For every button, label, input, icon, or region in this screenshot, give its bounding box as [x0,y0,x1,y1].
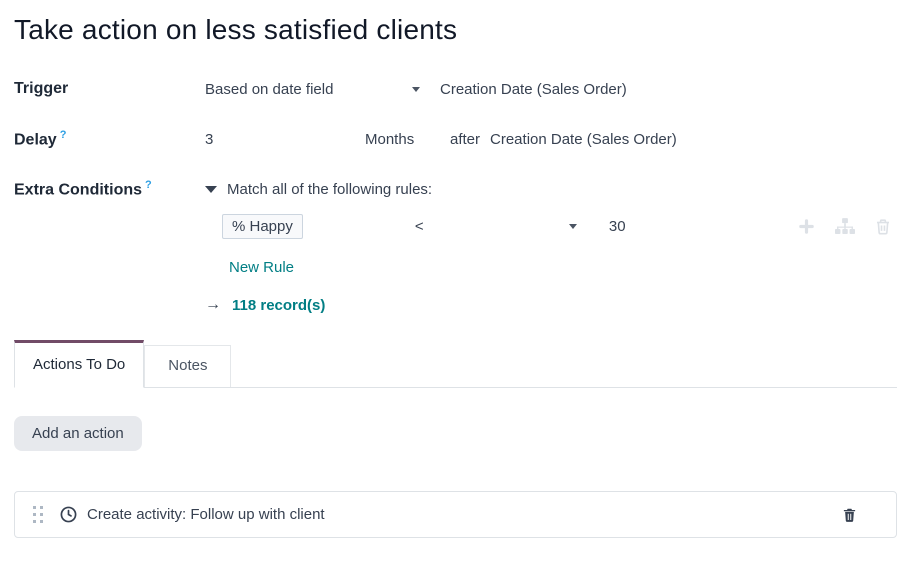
delay-row: Delay? 3 Months after Creation Date (Sal… [14,126,897,152]
tab-actions-to-do[interactable]: Actions To Do [14,340,145,388]
new-rule-link[interactable]: New Rule [229,259,295,276]
trigger-row: Trigger Based on date field Creation Dat… [14,76,897,102]
drag-handle-icon[interactable] [33,505,44,524]
action-item-label: Create activity: Follow up with client [87,506,325,523]
records-row: → 118 record(s) [205,296,897,314]
arrow-right-icon: → [205,296,221,313]
add-branch-sitemap-icon[interactable] [835,218,855,235]
delete-action-trash-icon[interactable] [842,507,857,523]
delay-date-field[interactable]: Creation Date (Sales Order) [490,130,677,148]
tab-notes[interactable]: Notes [144,345,232,387]
rule-value-input[interactable]: 30 [608,218,626,235]
rule-operator-value: < [414,218,424,235]
add-action-button[interactable]: Add an action [14,416,142,451]
record-count-link[interactable]: 118 record(s) [232,296,326,314]
chevron-down-icon [412,86,420,92]
extra-conditions-row: Extra Conditions? Match all of the follo… [14,176,897,202]
delay-help-icon[interactable]: ? [59,128,67,141]
notebook-tabs: Actions To Do Notes [14,340,897,388]
collapse-caret-icon[interactable] [205,185,217,193]
trigger-type-value: Based on date field [205,80,334,98]
rule-field-tag[interactable]: % Happy [222,214,303,239]
add-rule-icon[interactable] [798,218,815,235]
clock-activity-icon [60,506,77,523]
extra-conditions-label: Extra Conditions? [14,179,205,199]
rule-operator-select[interactable]: < [415,218,577,235]
extra-conditions-label-text: Extra Conditions [14,181,143,199]
chevron-down-icon [568,224,577,229]
condition-rule-row: % Happy < 30 [222,214,897,239]
delay-unit-select[interactable]: Months [365,130,415,148]
delay-label-text: Delay [14,131,57,149]
rule-actions [798,218,891,235]
trigger-label: Trigger [14,80,69,97]
delay-amount-input[interactable]: 3 [205,130,214,148]
delay-label: Delay? [14,129,205,149]
action-list-item[interactable]: Create activity: Follow up with client [14,491,897,538]
page-title: Take action on less satisfied clients [14,14,458,45]
delay-after-label: after [450,130,481,148]
match-rules-label: Match all of the following rules: [227,180,433,198]
trigger-date-field[interactable]: Creation Date (Sales Order) [440,80,627,98]
extra-conditions-help-icon[interactable]: ? [145,178,152,191]
delete-rule-trash-icon[interactable] [875,218,891,235]
trigger-type-select[interactable]: Based on date field [205,81,420,98]
